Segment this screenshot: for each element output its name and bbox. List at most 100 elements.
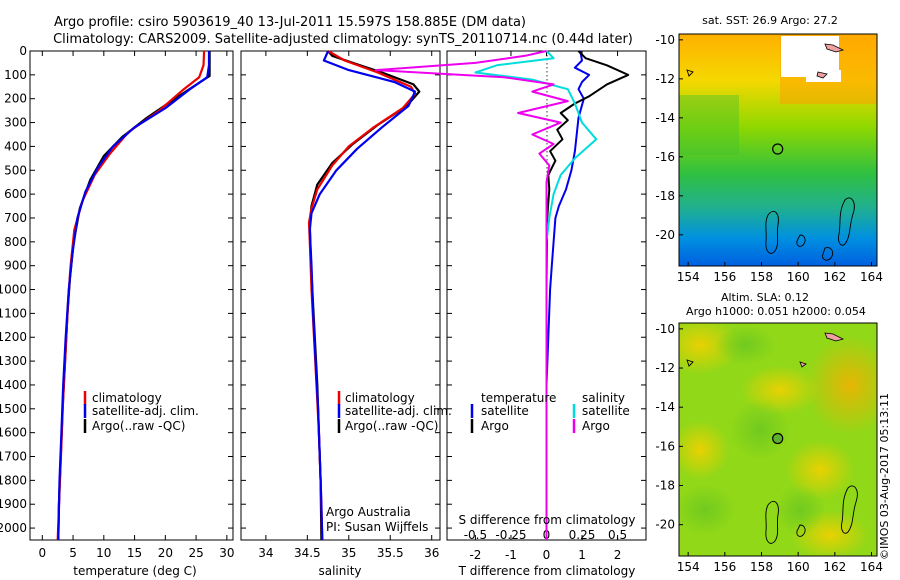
depth-tick-label: 1500 xyxy=(0,402,27,416)
depth-tick-label: 1300 xyxy=(0,354,27,368)
sla-low-blob xyxy=(679,485,735,535)
depth-tick-label: 0 xyxy=(19,44,27,58)
sla-high-blob xyxy=(785,440,855,500)
temperature-legend: climatology satellite-adj. clim. Argo(..… xyxy=(83,391,199,433)
x-tick-label: 0 xyxy=(543,548,551,562)
x-tick-label: -2 xyxy=(469,548,481,562)
x-tick-label: 36 xyxy=(424,546,439,560)
map-lon-label: 156 xyxy=(713,560,736,574)
map-lat-label: -18 xyxy=(655,189,675,203)
x-top-tick-label: -0.5 xyxy=(464,528,487,542)
sla-low-blob xyxy=(715,325,775,365)
map-lat-label: -16 xyxy=(655,150,675,164)
t-difference-x-axis: -2 -1 0 1 2 xyxy=(469,51,621,562)
legend-label-s-satellite: satellite xyxy=(582,404,630,418)
x-tick-label: 34 xyxy=(258,546,273,560)
legend-label-satellite: satellite-adj. clim. xyxy=(92,404,199,418)
x-tick-label: 35.5 xyxy=(377,546,404,560)
sst-map-frame xyxy=(678,33,878,267)
map-lat-label: -10 xyxy=(655,33,675,47)
sla-map-panel: Altim. SLA: 0.12 Argo h1000: 0.051 h2000… xyxy=(655,291,883,574)
depth-tick-label: 300 xyxy=(4,116,27,130)
depth-tick-label: 100 xyxy=(4,68,27,82)
x-top-tick-label: 0.5 xyxy=(608,528,627,542)
map-lat-label: -20 xyxy=(655,228,675,242)
map-lon-label: 162 xyxy=(823,560,846,574)
sla-map-subtitle: Argo h1000: 0.051 h2000: 0.054 xyxy=(686,305,866,318)
sla-low-blob xyxy=(775,485,825,535)
figure-title-line2: Climatology: CARS2009. Satellite-adjuste… xyxy=(53,32,633,47)
legend-heading-temperature: temperature xyxy=(481,391,556,405)
salinity-legend: climatology satellite-adj. clim. Argo(..… xyxy=(337,391,452,433)
series-line-t-argo xyxy=(545,50,630,540)
x-tick-label: 34.5 xyxy=(294,546,321,560)
depth-axis: 0 100 200 300 400 500 600 700 800 900 1000 1100 1200… xyxy=(0,44,646,535)
depth-tick-label: 2000 xyxy=(0,521,27,535)
x-tick-label: 0 xyxy=(38,546,46,560)
island-outline xyxy=(824,332,845,342)
series-line-climatology xyxy=(307,50,417,541)
map-lon-label: 160 xyxy=(787,270,810,284)
x-tick-label: 30 xyxy=(219,546,234,560)
legend-label-climatology: climatology xyxy=(345,391,415,405)
depth-tick-label: 900 xyxy=(4,259,27,273)
series-line-climatology xyxy=(56,50,206,541)
x-tick-label: 35 xyxy=(341,546,356,560)
legend-label-argo: Argo(..raw -QC) xyxy=(92,419,185,433)
temperature-series xyxy=(56,50,211,541)
depth-tick-label: 200 xyxy=(4,92,27,106)
depth-tick-label: 1400 xyxy=(0,378,27,392)
x-tick-label: -1 xyxy=(505,548,517,562)
depth-tick-label: 1800 xyxy=(0,473,27,487)
annotation-line2: PI: Susan Wijffels xyxy=(326,520,428,534)
depth-tick-label: 1700 xyxy=(0,450,27,464)
x-top-tick-label: 0.25 xyxy=(569,528,596,542)
credit-timestamp: ©IMOS 03-Aug-2017 05:13:11 xyxy=(878,393,891,560)
map-lon-label: 162 xyxy=(823,270,846,284)
reef-outline xyxy=(822,247,834,261)
x-tick-label: 15 xyxy=(127,546,142,560)
reef-outline xyxy=(841,485,858,534)
depth-tick-label: 1000 xyxy=(0,283,27,297)
salinity-series xyxy=(307,50,421,541)
map-lat-label: -10 xyxy=(655,322,675,336)
map-lat-label: -20 xyxy=(655,518,675,532)
depth-tick-label: 1100 xyxy=(0,306,27,320)
map-lon-label: 154 xyxy=(677,560,700,574)
sla-high-blob xyxy=(679,420,730,480)
x-tick-label: 10 xyxy=(96,546,111,560)
legend-label-argo: Argo(..raw -QC) xyxy=(345,419,438,433)
x-top-tick-label: -0.25 xyxy=(495,528,526,542)
map-lat-label: -18 xyxy=(655,479,675,493)
depth-tick-label: 1600 xyxy=(0,426,27,440)
difference-series xyxy=(374,50,630,540)
depth-tick-label: 1900 xyxy=(0,497,27,511)
map-lat-label: -12 xyxy=(655,361,675,375)
t-difference-axis-label: T difference from climatology xyxy=(458,564,636,578)
legend-label-satellite: satellite-adj. clim. xyxy=(345,404,452,418)
difference-panel: -2 -1 0 1 2 -0.5 -0.25 0 0.25 0.5 S difference f… xyxy=(374,50,647,578)
annotation-line1: Argo Australia xyxy=(326,505,411,519)
sst-green-patch xyxy=(679,95,739,155)
legend-label-climatology: climatology xyxy=(92,391,162,405)
depth-tick-label: 600 xyxy=(4,187,27,201)
sst-map-axes: 154 156 158 160 162 164 -10 -12 -14 -16 -18 -20 xyxy=(655,33,883,284)
x-tick-label: 20 xyxy=(158,546,173,560)
legend-label-t-argo: Argo xyxy=(481,419,509,433)
salinity-panel: 34 34.5 35 35.5 36 salinity climatology sate… xyxy=(240,50,452,578)
map-lat-label: -14 xyxy=(655,111,675,125)
reef-outline xyxy=(796,524,806,537)
depth-tick-label: 1200 xyxy=(0,330,27,344)
map-lon-label: 158 xyxy=(750,270,773,284)
map-lat-label: -16 xyxy=(655,439,675,453)
island-outline xyxy=(799,361,807,368)
depth-tick-label: 700 xyxy=(4,211,27,225)
sla-map-frame xyxy=(678,322,878,557)
map-lat-label: -14 xyxy=(655,400,675,414)
series-line-satellite-adj-clim- xyxy=(308,50,417,541)
reef-outline xyxy=(686,359,694,367)
x-tick-label: 25 xyxy=(188,546,203,560)
salinity-plot-frame xyxy=(240,50,441,541)
map-lon-label: 156 xyxy=(713,270,736,284)
